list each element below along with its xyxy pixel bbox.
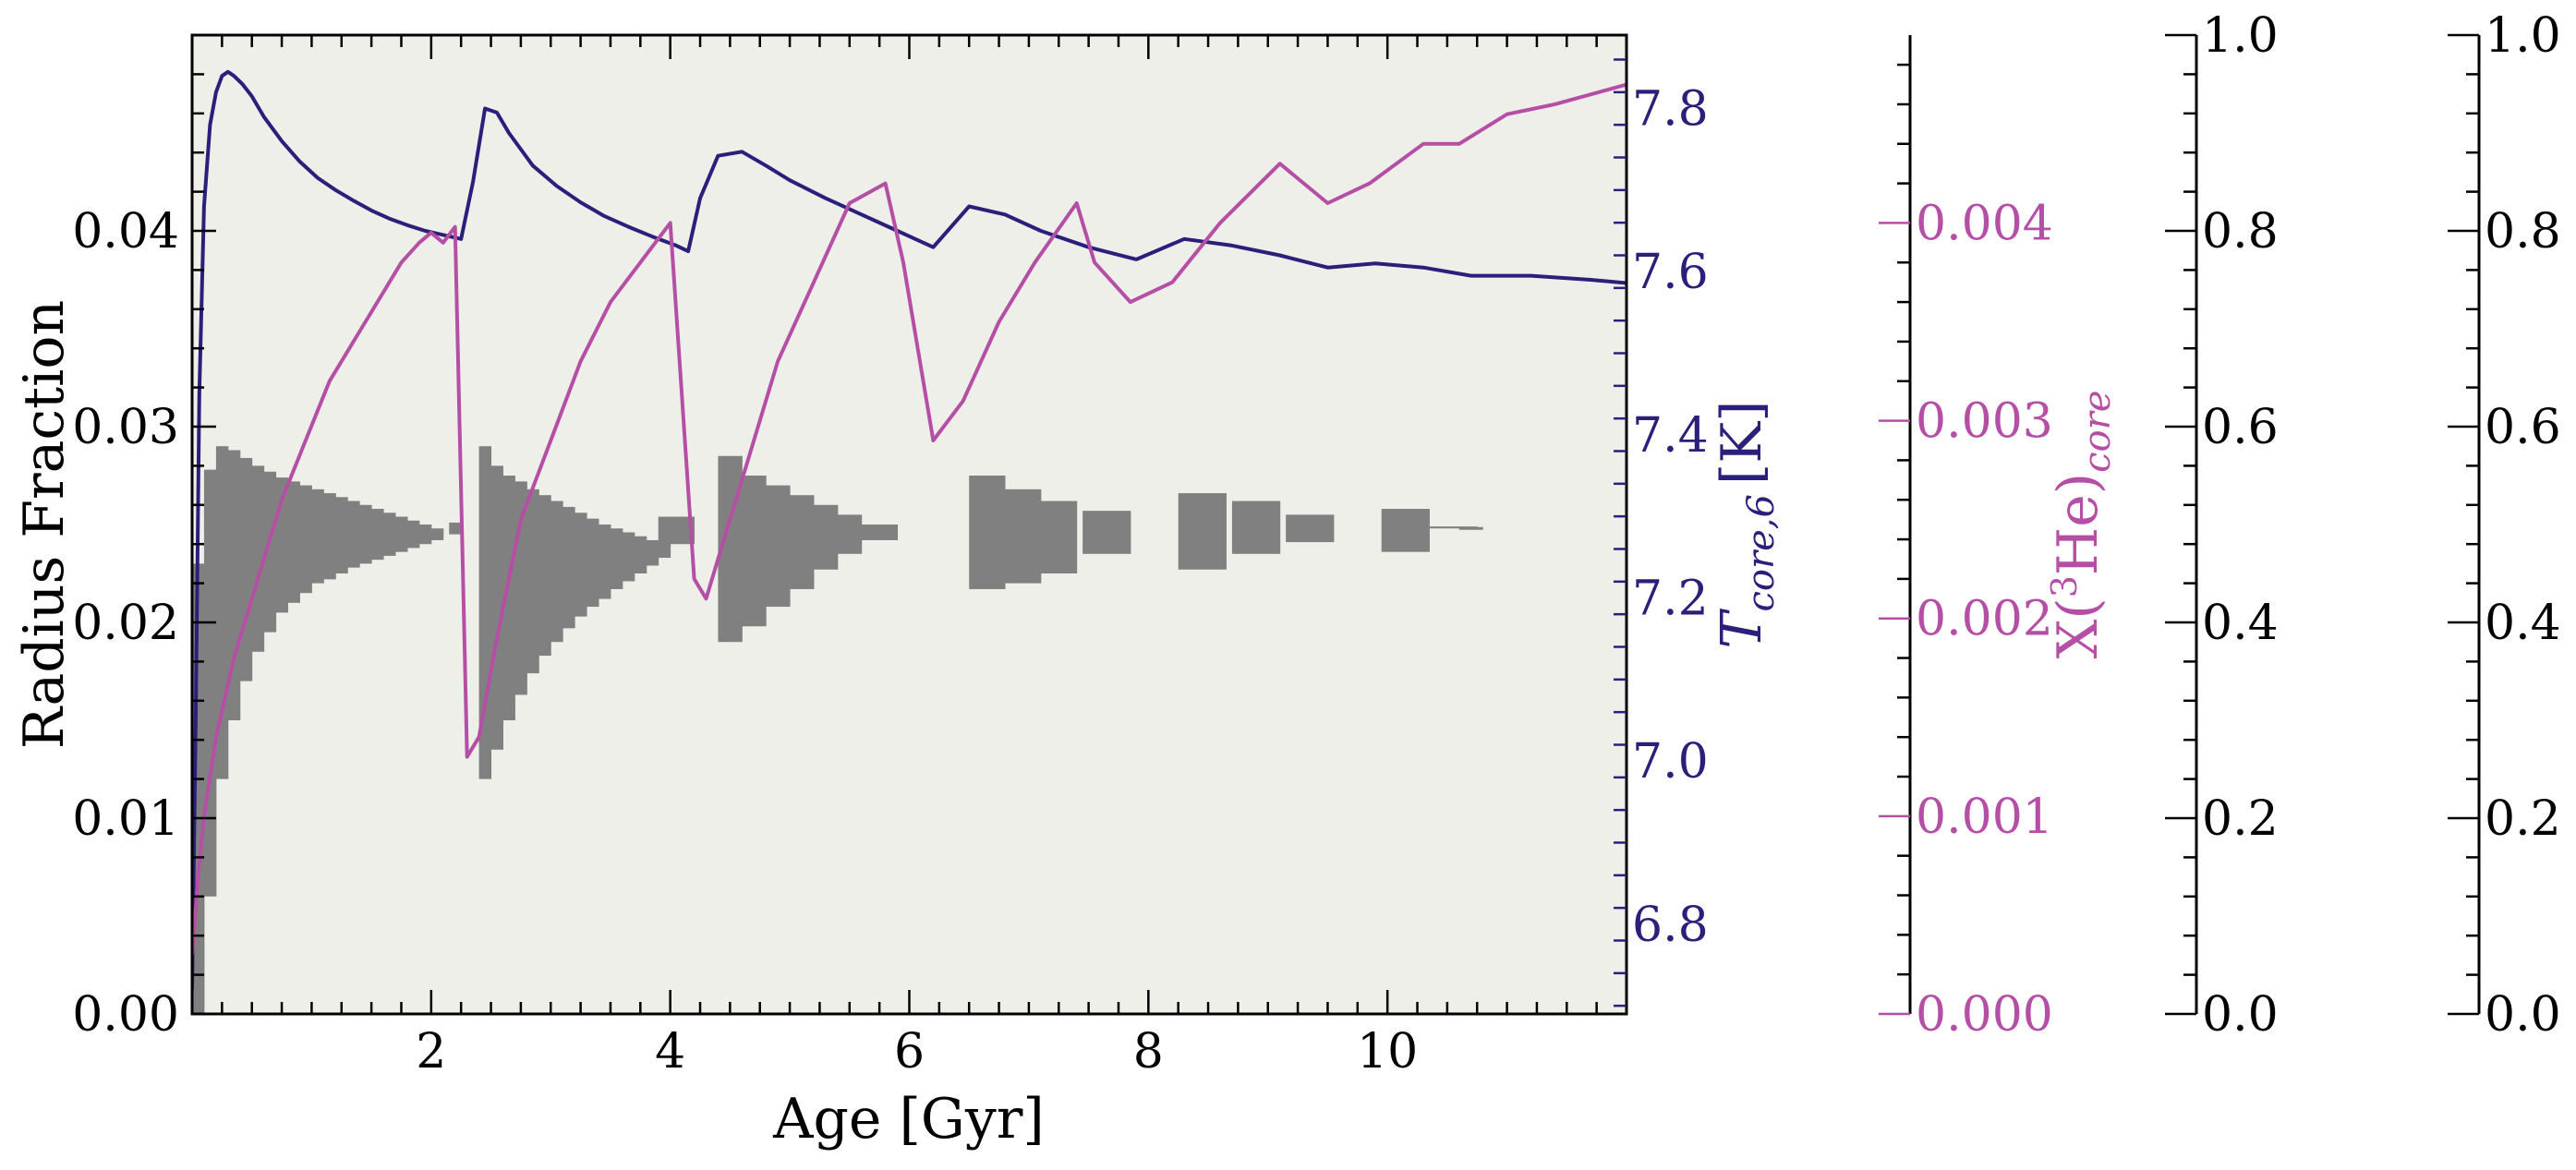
right-axis-4-tick-label: 0.0 — [2485, 987, 2561, 1043]
core-bar — [861, 525, 899, 540]
core-bar — [969, 476, 1006, 589]
y-tick-label: 0.02 — [72, 596, 179, 651]
right-axis-4-tick-label: 0.6 — [2485, 400, 2561, 455]
core-bar — [1231, 501, 1281, 554]
y-tick-label: 0.01 — [72, 791, 179, 847]
y-tick-label: 0.04 — [72, 204, 179, 259]
x-tick-label: 8 — [1133, 1024, 1164, 1080]
right-axis-1-label: Tcore,6[K] — [1710, 400, 1783, 648]
right-axis-2-label: X(3He)core — [2044, 391, 2119, 659]
core-bar — [449, 522, 462, 535]
right-axis-1-tick-label: 6.8 — [1632, 898, 1709, 953]
core-bar — [790, 495, 815, 589]
core-bar — [371, 509, 384, 561]
right-axis-3-tick-label: 0.6 — [2202, 400, 2279, 455]
right-axis-1-tick-label: 7.0 — [1632, 734, 1709, 790]
x-tick-label: 10 — [1357, 1024, 1418, 1080]
core-bar — [1005, 489, 1042, 584]
core-bar — [1381, 509, 1430, 552]
core-bar — [1286, 514, 1335, 543]
x-axis-label: Age [Gyr] — [772, 1087, 1045, 1152]
core-bar — [406, 520, 420, 549]
right-axis-3-tick-label: 0.0 — [2202, 987, 2279, 1043]
right-axis-2-tick-label: 0.002 — [1916, 592, 2053, 647]
right-axis-3-tick-label: 0.4 — [2202, 596, 2279, 651]
core-bar — [347, 501, 360, 568]
core-bar — [514, 481, 527, 695]
core-bar — [562, 506, 575, 629]
right-axis-3-tick-label: 1.0 — [2202, 8, 2279, 64]
core-bar — [287, 481, 300, 603]
right-axis-3-tick-label: 0.8 — [2202, 204, 2279, 259]
core-bar — [766, 485, 791, 608]
core-bar — [323, 493, 336, 580]
core-bar — [658, 516, 671, 559]
core-bar — [574, 513, 587, 617]
core-bar — [395, 516, 408, 552]
core-bar — [311, 489, 324, 584]
core-bar — [813, 504, 839, 570]
core-bar — [359, 504, 372, 564]
core-bar — [335, 497, 348, 573]
right-axis-4-tick-label: 0.8 — [2485, 204, 2561, 259]
core-bar — [622, 532, 635, 582]
core-bar — [526, 489, 539, 674]
x-tick-label: 6 — [894, 1024, 925, 1080]
core-bar — [742, 476, 767, 627]
right-axis-2-tick-label: 0.004 — [1916, 196, 2053, 251]
right-axis-4-tick-label: 0.4 — [2485, 596, 2561, 651]
core-bar — [239, 457, 253, 681]
core-bar — [251, 465, 265, 652]
right-axis-1-tick-label: 7.8 — [1632, 82, 1709, 138]
core-bar — [634, 536, 647, 573]
right-axis-2-tick-label: 0.003 — [1916, 394, 2053, 450]
core-bar — [1429, 526, 1478, 529]
right-axis-2-tick-label: 0.000 — [1916, 987, 2053, 1043]
core-bar — [263, 471, 277, 633]
right-axis-4-tick-label: 0.2 — [2485, 791, 2561, 847]
series-lines — [192, 69, 1627, 990]
right-axis-1-tick-label: 7.4 — [1632, 408, 1709, 464]
right-axis-3-tick-label: 0.2 — [2202, 791, 2279, 847]
y-tick-label: 0.03 — [72, 400, 179, 455]
series-line-0 — [192, 69, 1627, 990]
core-bar — [383, 513, 396, 556]
series-line-1 — [192, 82, 1627, 955]
right-axis-1-tick-label: 7.6 — [1632, 245, 1709, 300]
core-bar — [418, 525, 432, 545]
core-bar — [490, 465, 503, 750]
core-bar — [610, 528, 623, 589]
right-axis-2-tick-label: 0.001 — [1916, 790, 2053, 845]
core-bar — [599, 525, 611, 599]
axes: 2 4 6 8 10 0.00 0.01 0.02 0.03 0.04 6.8 7.0 7.2 7.4 7.… — [72, 8, 2560, 1080]
right-axis-1-tick-label: 7.2 — [1632, 572, 1709, 627]
core-bar — [430, 528, 444, 540]
core-bar — [837, 514, 863, 554]
core-bar — [1178, 493, 1227, 570]
core-bar — [203, 469, 217, 897]
core-bar — [587, 518, 599, 608]
core-bar — [538, 495, 551, 657]
x-tick-label: 2 — [416, 1024, 446, 1080]
core-bar — [1082, 511, 1131, 554]
y-axis-label: Radius Fraction — [12, 300, 77, 749]
core-bar — [1040, 501, 1078, 573]
core-bar — [299, 485, 312, 594]
x-tick-label: 4 — [655, 1024, 685, 1080]
core-bar — [646, 539, 659, 566]
y-tick-label: 0.00 — [72, 987, 179, 1043]
right-axis-4-tick-label: 1.0 — [2485, 8, 2561, 64]
core-bar — [502, 476, 515, 720]
core-bar — [550, 501, 563, 643]
convective-core-bars — [192, 446, 1483, 1014]
